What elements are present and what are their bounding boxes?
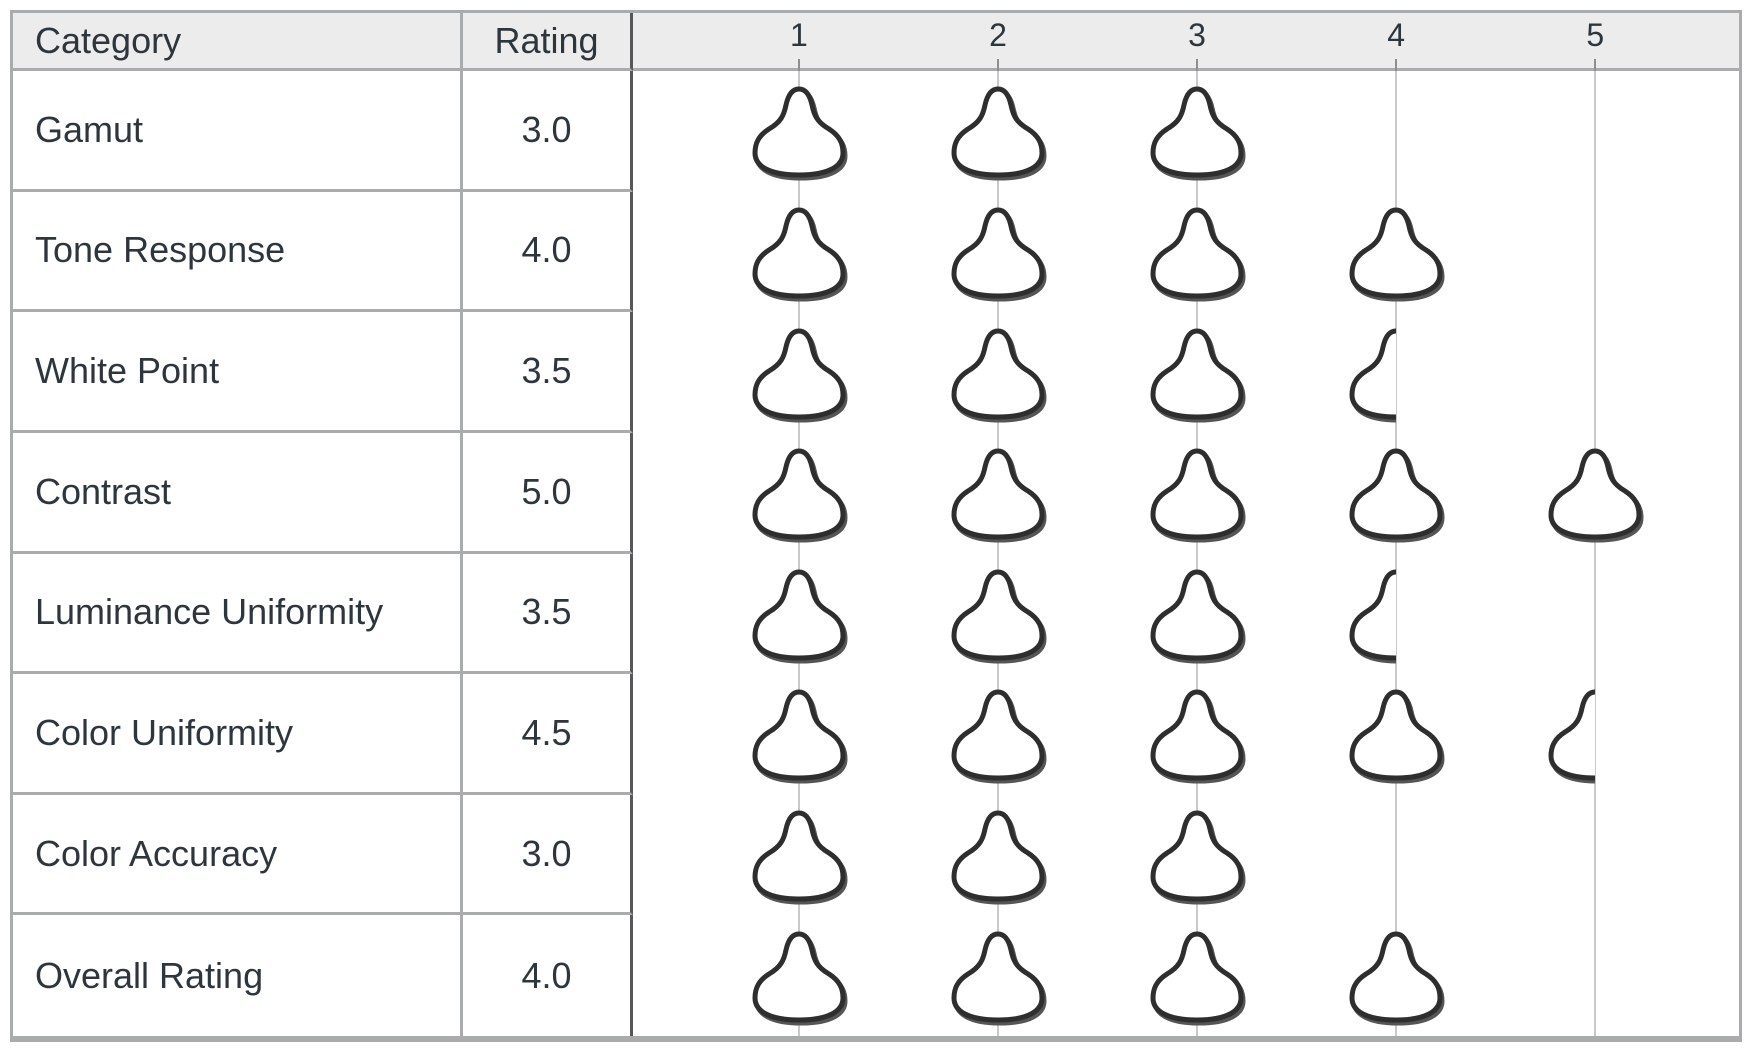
rating-icons-cell bbox=[633, 312, 1739, 433]
rating-icon bbox=[745, 805, 853, 905]
rating-icon bbox=[944, 202, 1052, 302]
rating-icon-half bbox=[1342, 323, 1450, 423]
rating-icon bbox=[1342, 202, 1450, 302]
chart-gridline bbox=[1594, 312, 1596, 433]
scale-tick bbox=[997, 59, 999, 71]
header-rating: Rating bbox=[463, 13, 633, 71]
category-cell: Gamut bbox=[13, 71, 463, 192]
chart-gridline bbox=[1594, 915, 1596, 1036]
rating-icon bbox=[944, 926, 1052, 1026]
rating-icons-cell bbox=[633, 674, 1739, 795]
rating-icons-cell bbox=[633, 192, 1739, 313]
chart-gridline bbox=[1594, 192, 1596, 313]
rating-cell: 4.5 bbox=[463, 674, 633, 795]
rating-icons-cell bbox=[633, 915, 1739, 1036]
rating-icon bbox=[745, 323, 853, 423]
table-header-row: Category Rating 1 2 3 4 5 bbox=[13, 13, 1739, 71]
scale-tick bbox=[1594, 59, 1596, 71]
header-category: Category bbox=[13, 13, 463, 71]
scale-label: 3 bbox=[1188, 17, 1206, 54]
rating-icon bbox=[1143, 805, 1251, 905]
category-cell: Color Uniformity bbox=[13, 674, 463, 795]
rating-icon bbox=[944, 684, 1052, 784]
rating-icon bbox=[1143, 564, 1251, 664]
scale-label: 4 bbox=[1387, 17, 1405, 54]
scale-tick bbox=[1196, 59, 1198, 71]
table-row: Gamut3.0 bbox=[13, 71, 1739, 192]
chart-gridline bbox=[1395, 795, 1397, 916]
rating-icon bbox=[944, 443, 1052, 543]
scale-tick bbox=[1395, 59, 1397, 71]
chart-gridline bbox=[1395, 71, 1397, 192]
rating-cell: 3.5 bbox=[463, 554, 633, 675]
rating-icon bbox=[1143, 684, 1251, 784]
rating-icon bbox=[745, 684, 853, 784]
rating-icon bbox=[1143, 81, 1251, 181]
rating-icon bbox=[745, 81, 853, 181]
category-cell: Overall Rating bbox=[13, 915, 463, 1036]
table-row: Contrast5.0 bbox=[13, 433, 1739, 554]
table-row: Color Accuracy3.0 bbox=[13, 795, 1739, 916]
rating-cell: 3.5 bbox=[463, 312, 633, 433]
rating-icon bbox=[1143, 202, 1251, 302]
rating-icon bbox=[745, 926, 853, 1026]
rating-icon bbox=[1541, 443, 1649, 543]
table-row: Color Uniformity4.5 bbox=[13, 674, 1739, 795]
rating-icon bbox=[1342, 926, 1450, 1026]
scale-label: 5 bbox=[1586, 17, 1604, 54]
category-cell: Tone Response bbox=[13, 192, 463, 313]
scale-label: 2 bbox=[989, 17, 1007, 54]
table-row: Tone Response4.0 bbox=[13, 192, 1739, 313]
rating-table: Category Rating 12345 Gamut3.0Tone Respo… bbox=[10, 10, 1742, 1042]
rating-icon bbox=[1143, 926, 1251, 1026]
category-cell: White Point bbox=[13, 312, 463, 433]
rating-icon bbox=[944, 564, 1052, 664]
rating-cell: 3.0 bbox=[463, 795, 633, 916]
table-row: Overall Rating4.0 bbox=[13, 915, 1739, 1039]
table-row: Luminance Uniformity3.5 bbox=[13, 554, 1739, 675]
rating-icon bbox=[1342, 684, 1450, 784]
rating-icon-half bbox=[1541, 684, 1649, 784]
category-cell: Color Accuracy bbox=[13, 795, 463, 916]
chart-gridline bbox=[1594, 554, 1596, 675]
table-body: Gamut3.0Tone Response4.0White Point3.5Co… bbox=[13, 71, 1739, 1039]
rating-cell: 4.0 bbox=[463, 915, 633, 1036]
rating-icon bbox=[944, 81, 1052, 181]
scale-label: 1 bbox=[790, 17, 808, 54]
rating-icon-half bbox=[1342, 564, 1450, 664]
rating-icon bbox=[1143, 323, 1251, 423]
rating-icon bbox=[944, 323, 1052, 423]
rating-icon bbox=[1342, 443, 1450, 543]
category-cell: Luminance Uniformity bbox=[13, 554, 463, 675]
rating-icons-cell bbox=[633, 795, 1739, 916]
rating-cell: 3.0 bbox=[463, 71, 633, 192]
category-cell: Contrast bbox=[13, 433, 463, 554]
table-row: White Point3.5 bbox=[13, 312, 1739, 433]
chart-gridline bbox=[1594, 71, 1596, 192]
rating-icon bbox=[745, 564, 853, 664]
rating-icons-cell bbox=[633, 71, 1739, 192]
rating-cell: 4.0 bbox=[463, 192, 633, 313]
rating-icons-cell bbox=[633, 433, 1739, 554]
rating-cell: 5.0 bbox=[463, 433, 633, 554]
chart-gridline bbox=[1594, 795, 1596, 916]
header-scale: 1 2 3 4 5 bbox=[633, 13, 1739, 71]
scale-tick bbox=[798, 59, 800, 71]
rating-icon bbox=[745, 202, 853, 302]
rating-icon bbox=[1143, 443, 1251, 543]
rating-icon bbox=[745, 443, 853, 543]
rating-icon bbox=[944, 805, 1052, 905]
rating-icons-cell bbox=[633, 554, 1739, 675]
